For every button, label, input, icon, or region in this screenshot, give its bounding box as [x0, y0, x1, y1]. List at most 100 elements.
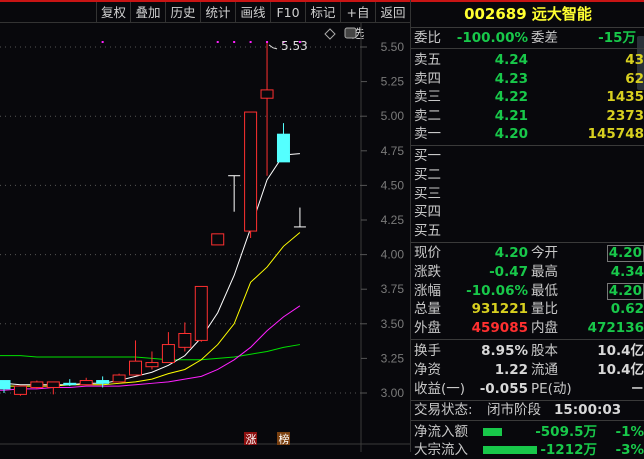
- badge-0: 涨: [246, 433, 257, 446]
- bid-label: 买三: [414, 185, 441, 203]
- bid-row: 买四: [411, 203, 644, 221]
- quote-label: 外盘: [414, 319, 441, 337]
- candle-up: [245, 112, 257, 231]
- ma60-line: [0, 345, 300, 360]
- quote-value: -0.47: [489, 263, 528, 281]
- ask-volume: 145748: [588, 125, 644, 143]
- quote-label2: 量比: [531, 300, 558, 318]
- tab-2[interactable]: 历史: [165, 2, 200, 23]
- divider: [411, 420, 644, 421]
- quote-value: 931221: [472, 300, 528, 318]
- quote-label2: 最低: [531, 282, 558, 300]
- ask-volume: 2373: [606, 107, 644, 125]
- y-tick-label: 5.25: [381, 75, 405, 89]
- kline-svg: 5.505.255.004.754.504.254.003.753.503.25…: [0, 23, 410, 452]
- candle-down: [277, 134, 289, 162]
- weicha-value: -15万: [598, 29, 636, 47]
- stock-title: 002689 远大智能: [411, 3, 644, 25]
- ask-volume: 43: [625, 51, 644, 69]
- flow-label: 大宗流入: [414, 441, 468, 459]
- tab-1[interactable]: 叠加: [130, 2, 165, 23]
- quote-value2: 0.62: [611, 300, 644, 318]
- fund-label2: 流通: [531, 361, 558, 379]
- y-tick-label: 3.25: [381, 351, 405, 365]
- quote-value: 459085: [472, 319, 528, 337]
- flow-value: -1212万: [540, 441, 597, 459]
- weibi-value: -100.00%: [457, 29, 528, 47]
- ask-price: 4.23: [495, 70, 528, 88]
- candle-up: [162, 345, 174, 363]
- status-value: 闭市阶段: [487, 401, 541, 419]
- y-tick-label: 3.00: [381, 386, 405, 400]
- flow-value: -509.5万: [535, 423, 597, 441]
- flow-row: 大宗流入 -1212万 -3%: [411, 441, 644, 459]
- candle-up: [179, 333, 191, 347]
- fund-value: 8.95%: [481, 342, 528, 360]
- fund-value: -0.055: [480, 380, 528, 398]
- flow-label: 净流入额: [414, 423, 468, 441]
- quote-label: 涨幅: [414, 282, 441, 300]
- limit-up-marker: [102, 41, 104, 43]
- fund-label2: 股本: [531, 342, 558, 360]
- fund-value2: 10.4亿: [597, 342, 644, 360]
- ask-price: 4.22: [495, 88, 528, 106]
- weibi-row: 委比 -100.00% 委差 -15万: [411, 29, 644, 47]
- ask-label: 卖四: [414, 70, 441, 88]
- flow-pct: -3%: [615, 441, 644, 459]
- bid-row: 买二: [411, 166, 644, 184]
- diamond-icon[interactable]: [325, 29, 335, 39]
- divider: [411, 48, 644, 49]
- y-tick-label: 5.00: [381, 109, 405, 123]
- tab-6[interactable]: 标记: [305, 2, 340, 23]
- tab-7[interactable]: +自选: [340, 2, 375, 23]
- status-label: 交易状态:: [414, 401, 473, 419]
- quote-value2: 472136: [588, 319, 644, 337]
- quote-value2: 4.20: [607, 245, 644, 262]
- candle-up: [261, 90, 273, 98]
- bid-label: 买二: [414, 166, 441, 184]
- weicha-label: 委差: [531, 29, 558, 47]
- ask-label: 卖二: [414, 107, 441, 125]
- quote-label2: 最高: [531, 263, 558, 281]
- ask-volume: 1435: [606, 88, 644, 106]
- quote-value: -10.06%: [466, 282, 528, 300]
- tab-4[interactable]: 画线: [235, 2, 270, 23]
- fund-label2: PE(动): [531, 380, 572, 398]
- divider: [411, 27, 644, 28]
- y-tick-label: 4.50: [381, 178, 405, 192]
- candle-down: [64, 383, 76, 384]
- tab-3[interactable]: 统计: [200, 2, 235, 23]
- trade-status-row: 交易状态: 闭市阶段 15:00:03: [411, 401, 644, 419]
- tab-5[interactable]: F10: [270, 2, 305, 23]
- limit-up-marker: [217, 41, 219, 43]
- fund-label: 净资: [414, 361, 441, 379]
- ma20-line: [0, 306, 300, 390]
- bid-row: 买一: [411, 147, 644, 165]
- candle-up: [14, 386, 26, 394]
- ask-price: 4.24: [495, 51, 528, 69]
- weibi-label: 委比: [414, 29, 441, 47]
- candle-up: [80, 381, 92, 385]
- tab-0[interactable]: 复权: [96, 2, 130, 23]
- flow-row: 净流入额 -509.5万 -1%: [411, 423, 644, 441]
- quote-value: 4.20: [495, 244, 528, 262]
- y-tick-label: 3.50: [381, 317, 405, 331]
- flow-pct: -1%: [615, 423, 644, 441]
- candle-up: [47, 382, 59, 388]
- y-tick-label: 4.00: [381, 248, 405, 262]
- candle-up: [195, 286, 207, 340]
- panel-toggle-icon[interactable]: [345, 28, 356, 38]
- fund-label: 收益(一): [414, 380, 465, 398]
- tab-8[interactable]: 返回: [375, 2, 410, 23]
- fund-value: 1.22: [495, 361, 528, 379]
- quote-label2: 今开: [531, 244, 558, 262]
